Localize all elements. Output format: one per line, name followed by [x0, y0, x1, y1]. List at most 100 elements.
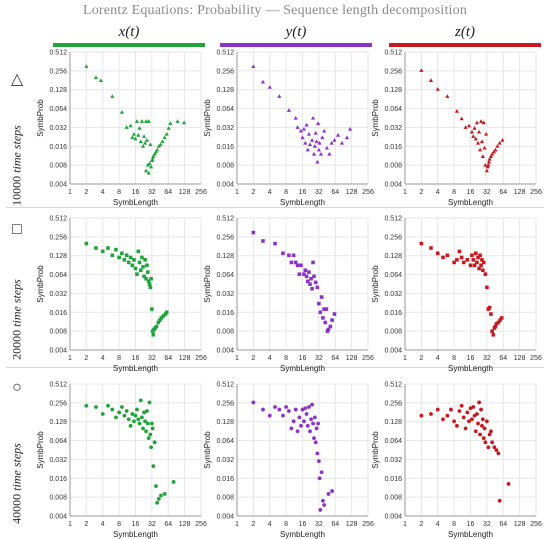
y-axis-label: SymbProb	[203, 431, 212, 469]
x-tick-label: 128	[346, 189, 358, 196]
data-point	[484, 168, 489, 173]
data-point	[295, 429, 300, 434]
y-tick-label: 0.032	[216, 125, 234, 132]
data-point	[106, 403, 110, 408]
data-point	[144, 429, 148, 434]
y-tick-label: 0.256	[49, 234, 67, 241]
x-tick-label: 32	[148, 355, 156, 362]
x-axis-label: SymbLength	[113, 198, 158, 207]
x-tick-label: 64	[331, 355, 339, 362]
scatter-panel: 1 2 4 8 16 32 64 128 256 0.004 0.008 0.016 0.032 0.06…	[203, 50, 374, 208]
x-tick-label: 4	[101, 521, 105, 528]
data-point	[164, 131, 169, 136]
x-tick-label: 1	[235, 189, 239, 196]
row-separator	[6, 207, 544, 208]
data-point	[297, 272, 302, 276]
y-tick-label: 0.512	[384, 50, 402, 57]
data-point	[348, 126, 353, 131]
data-point	[100, 249, 105, 254]
x-tick-label: 256	[362, 189, 374, 196]
data-point	[138, 268, 143, 273]
data-point	[459, 255, 464, 260]
data-point	[320, 135, 325, 140]
data-point	[471, 405, 476, 409]
y-tick-label: 0.016	[384, 476, 402, 483]
y-tick-label: 0.032	[384, 125, 402, 132]
data-point	[162, 492, 167, 496]
x-tick-label: 8	[117, 189, 121, 196]
data-point	[142, 274, 146, 279]
scatter-panel: 1 2 4 8 16 32 64 128 256 0.004 0.008 0.016 0.032 0.06…	[203, 216, 374, 374]
data-point	[461, 260, 466, 265]
data-point	[131, 131, 137, 136]
y-tick-label: 0.256	[216, 68, 234, 75]
data-point	[329, 140, 334, 145]
y-tick-label: 0.016	[216, 144, 234, 151]
data-point	[491, 149, 496, 154]
x-tick-label: 64	[499, 521, 507, 528]
y-tick-label: 0.016	[384, 310, 402, 317]
data-point	[142, 410, 146, 415]
data-point	[273, 405, 277, 409]
y-tick-label: 0.016	[49, 310, 67, 317]
data-point	[472, 263, 477, 268]
y-axis-label: SymbProb	[203, 265, 212, 303]
data-point	[94, 246, 98, 250]
data-point	[284, 405, 289, 409]
data-point	[119, 110, 125, 114]
x-tick-label: 128	[346, 355, 358, 362]
data-point	[461, 415, 466, 420]
x-tick-label: 128	[346, 521, 358, 528]
data-point	[454, 109, 460, 113]
x-tick-label: 16	[467, 189, 475, 196]
data-point	[161, 314, 166, 318]
data-point	[159, 316, 164, 320]
data-point	[493, 324, 498, 329]
y-tick-label: 0.004	[216, 514, 234, 521]
data-point	[481, 260, 486, 265]
data-point	[465, 258, 470, 262]
data-point	[483, 162, 488, 167]
y-tick-label: 0.512	[49, 50, 67, 57]
x-tick-label: 32	[483, 355, 491, 362]
data-point	[428, 78, 434, 82]
x-tick-label: 4	[436, 355, 440, 362]
y-tick-label: 0.004	[384, 182, 402, 189]
data-point	[419, 413, 424, 418]
data-point	[289, 260, 294, 265]
row-label-10000: △ 10000 time steps	[7, 72, 27, 206]
data-point	[98, 78, 104, 82]
data-point	[158, 142, 163, 147]
data-point	[312, 144, 317, 148]
scatter-panel: 1 2 4 8 16 32 64 128 256 0.004 0.008 0.016 0.032 0.06…	[36, 50, 207, 208]
x-tick-label: 64	[499, 189, 507, 196]
x-tick-label: 8	[117, 355, 121, 362]
x-tick-label: 16	[132, 189, 140, 196]
y-tick-label: 0.128	[216, 419, 234, 426]
data-point	[133, 266, 138, 271]
data-point	[154, 324, 159, 329]
data-point	[445, 413, 450, 418]
data-point	[326, 327, 331, 332]
x-tick-label: 256	[362, 355, 374, 362]
x-tick-label: 2	[419, 521, 423, 528]
y-tick-label: 0.512	[216, 216, 234, 223]
data-point	[317, 476, 322, 481]
data-point	[128, 423, 133, 428]
x-tick-label: 64	[499, 355, 507, 362]
data-point	[122, 258, 127, 262]
data-point	[120, 405, 124, 409]
x-tick-label: 16	[299, 355, 307, 362]
scatter-panel: 1 2 4 8 16 32 64 128 256 0.004 0.008 0.016 0.032 0.06…	[371, 216, 542, 374]
data-point	[494, 321, 499, 326]
data-point	[128, 255, 133, 260]
x-tick-label: 8	[284, 355, 288, 362]
x-tick-label: 2	[419, 355, 423, 362]
x-tick-label: 32	[315, 521, 323, 528]
data-point	[314, 139, 319, 144]
data-point	[151, 332, 156, 337]
data-point	[479, 139, 485, 144]
x-tick-label: 1	[68, 521, 72, 528]
y-tick-label: 0.256	[384, 68, 402, 75]
y-tick-label: 0.512	[384, 382, 402, 389]
